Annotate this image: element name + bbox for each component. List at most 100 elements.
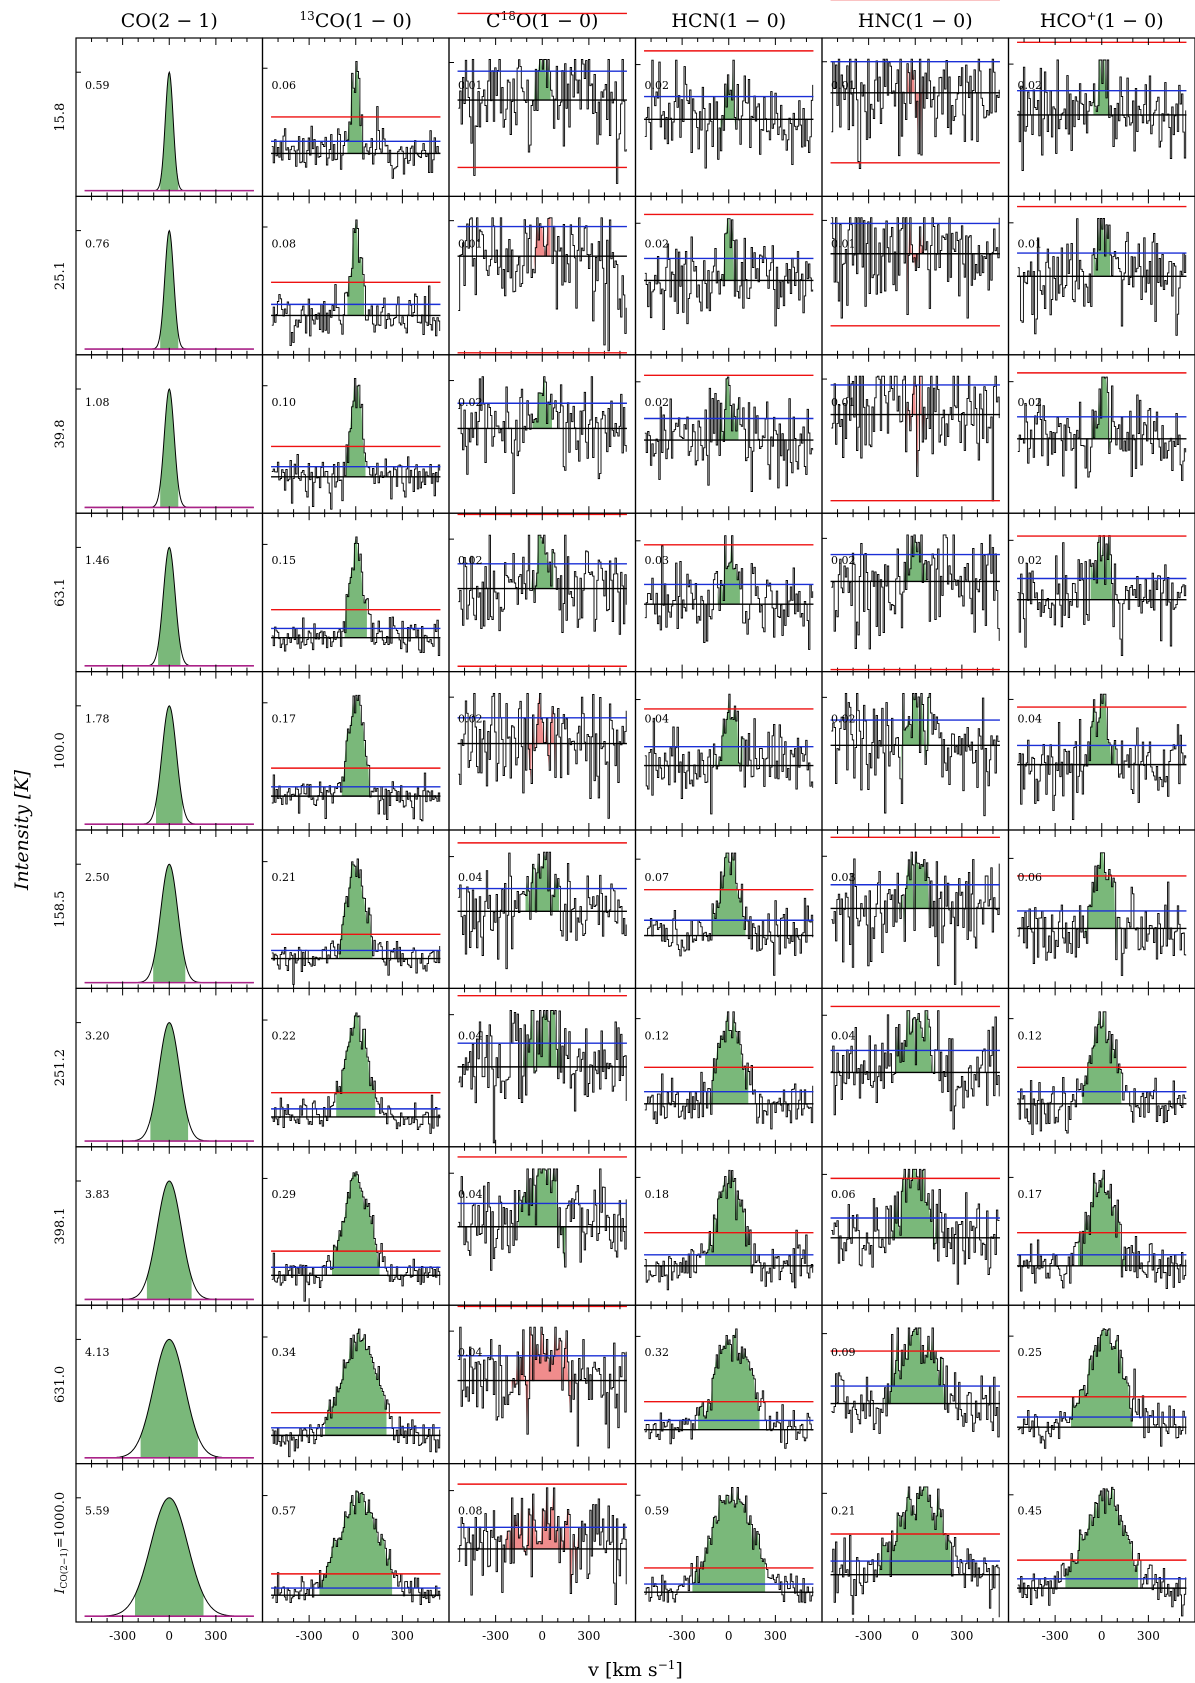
peak-value: 0.59 [645, 1505, 670, 1518]
spectrum-line [458, 1010, 627, 1144]
peak-value: 0.04 [458, 1188, 483, 1201]
x-tick-label: 0 [352, 1629, 360, 1643]
spectrum-line [1017, 1486, 1187, 1617]
column-title: CO(2 − 1) [121, 10, 218, 32]
spectrum-line [644, 59, 814, 169]
line-fill [719, 377, 739, 456]
spectrum-line [1017, 693, 1187, 821]
line-fill [160, 230, 179, 349]
spectrum-line [831, 375, 1000, 502]
spectrum-panel: 0.02 [1007, 37, 1195, 197]
line-fill [692, 1487, 766, 1593]
spectrum-line [831, 693, 1000, 817]
spectrum-panel: 0.02 [821, 499, 1010, 673]
x-tick-label: 300 [1137, 1629, 1160, 1643]
spectrum-panel: 0.17 [261, 670, 450, 831]
spectrum-panel: 1.78 [75, 670, 264, 831]
spectrum-line [644, 535, 814, 650]
peak-value: 0.04 [831, 1029, 856, 1042]
spectrum-line [831, 534, 1000, 650]
spectrum-panel: 0.06 [821, 1146, 1010, 1306]
peak-value: 2.50 [85, 871, 110, 884]
spectrum-line [644, 1487, 814, 1604]
spectrum-panel: 0.34 [261, 1304, 450, 1465]
spectrum-panel: 0.32 [634, 1304, 823, 1465]
spectrum-line [271, 1171, 441, 1302]
spectrum-line [1017, 1011, 1187, 1135]
spectrum-line [458, 376, 627, 495]
spectrum-panel: 1.46 [75, 512, 264, 673]
line-fill [1085, 852, 1119, 960]
line-fill [160, 389, 179, 508]
spectrum-panel: 0.29 [261, 1146, 450, 1306]
spectrum-panel: 0.03 [634, 512, 823, 673]
spectrum-panel: 0.18 [634, 1146, 823, 1306]
x-tick-label: 300 [577, 1629, 600, 1643]
row-label: 25.1 [53, 261, 68, 290]
spectrum-line [1017, 1169, 1187, 1292]
spectrum-panel: 0.04 [448, 987, 637, 1148]
line-fill [518, 1168, 566, 1268]
spectrum-line [458, 851, 627, 970]
peak-value: 0.02 [645, 79, 670, 92]
spectrum-line [644, 218, 814, 331]
x-tick-label: 0 [725, 1629, 733, 1643]
peak-value: 0.06 [272, 79, 297, 92]
line-fill [891, 1169, 939, 1262]
spectrum-line [271, 858, 441, 985]
spectrum-panel: 0.02 [634, 195, 823, 356]
peak-value: 0.01 [458, 237, 483, 250]
peak-value: 0.09 [831, 1346, 856, 1359]
peak-value: 0.76 [85, 237, 110, 250]
peak-value: 1.78 [85, 713, 110, 726]
row-label: 158.5 [53, 891, 68, 928]
x-tick-label: 300 [764, 1629, 787, 1643]
peak-value: 0.04 [458, 1346, 483, 1359]
line-fill [878, 1486, 952, 1577]
peak-value: 0.17 [1018, 1188, 1043, 1201]
peak-value: 0.06 [1018, 871, 1043, 884]
spectrum-panel: 0.09 [821, 1304, 1010, 1465]
peak-value: 0.04 [645, 713, 670, 726]
y-axis-title: Intensity [K] [11, 769, 33, 891]
line-fill [1065, 1487, 1139, 1589]
row-label: 15.8 [53, 103, 68, 132]
line-fill [1093, 60, 1111, 118]
line-fill [717, 535, 740, 611]
line-fill [533, 217, 551, 273]
peak-value: 0.01 [458, 79, 483, 92]
peak-value: 0.02 [1018, 554, 1043, 567]
panel-frame [448, 512, 637, 673]
row-label: 251.2 [53, 1049, 68, 1086]
row-label: 398.1 [53, 1207, 68, 1244]
peak-value: 4.13 [85, 1346, 110, 1359]
peak-value: 0.02 [458, 554, 483, 567]
spectrum-panel: 0.01 [821, 325, 1010, 514]
line-fill [525, 852, 559, 920]
line-fill [344, 536, 367, 638]
spectrum-line [1017, 535, 1187, 657]
peak-value: 0.02 [831, 713, 856, 726]
row-label: 63.1 [53, 578, 68, 607]
peak-value: 0.22 [272, 1029, 297, 1042]
spectrum-panel: 0.59 [75, 37, 264, 197]
spectrum-line [644, 1011, 814, 1130]
line-fill [150, 1022, 189, 1141]
spectrum-line [458, 693, 627, 819]
spectrum-panel: 1.08 [75, 354, 264, 514]
spectrum-panel: 0.21 -300 0 300 [821, 1462, 1010, 1643]
peak-value: 0.15 [272, 554, 297, 567]
line-fill [140, 1339, 198, 1458]
spectrum-line [271, 1490, 441, 1605]
peak-value: 0.17 [272, 713, 297, 726]
line-fill [135, 1497, 204, 1617]
line-fill [531, 535, 554, 603]
spectrum-panel: 0.02 [448, 665, 637, 831]
spectrum-panel: 0.10 [261, 354, 450, 514]
x-tick-label: -300 [669, 1629, 696, 1643]
spectrum-panel: 0.02 [448, 512, 637, 673]
spectrum-line [831, 851, 1000, 985]
x-tick-label: 0 [165, 1629, 173, 1643]
spectrum-panel: 0.01 [448, 12, 637, 197]
line-fill [1078, 1170, 1126, 1277]
